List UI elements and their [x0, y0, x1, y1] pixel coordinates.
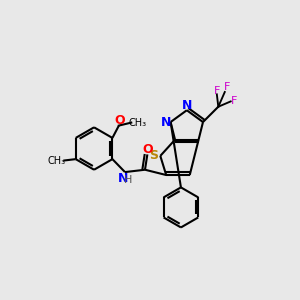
Text: F: F [214, 85, 220, 95]
Text: F: F [231, 96, 238, 106]
Text: CH₃: CH₃ [129, 118, 147, 128]
Text: N: N [182, 99, 192, 112]
Text: S: S [149, 149, 158, 162]
Text: F: F [224, 82, 230, 92]
Text: N: N [161, 116, 171, 128]
Text: CH₃: CH₃ [48, 156, 66, 166]
Text: O: O [114, 114, 125, 127]
Text: H: H [124, 175, 133, 185]
Text: N: N [118, 172, 129, 185]
Text: O: O [142, 143, 153, 156]
